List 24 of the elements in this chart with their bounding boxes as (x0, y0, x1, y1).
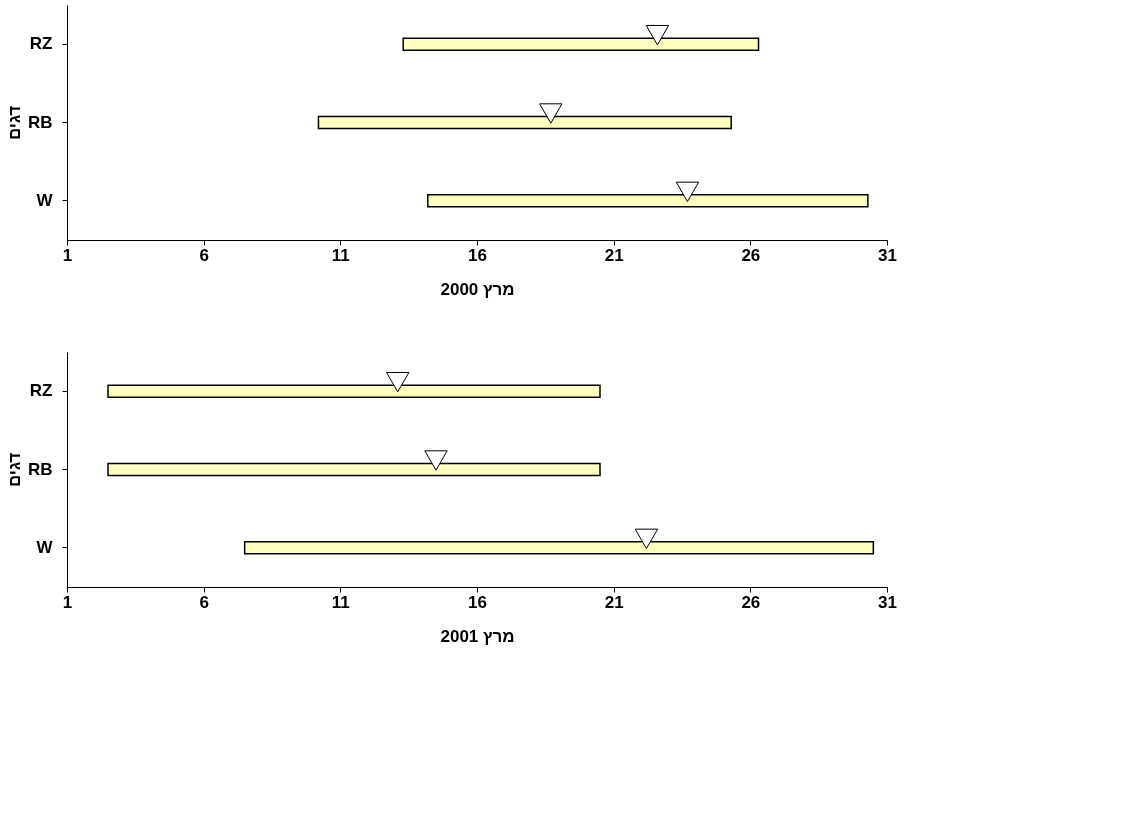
x-tick-label: 6 (199, 245, 209, 265)
y-tick-label: W (36, 190, 54, 210)
x-tick-label: 31 (878, 245, 897, 265)
x-tick-label: 11 (331, 245, 350, 265)
x-tick-label: 21 (604, 592, 624, 612)
x-tick-label: 6 (199, 592, 209, 612)
y-axis-title: דגים (4, 452, 24, 488)
x-tick-label: 21 (604, 245, 624, 265)
y-tick-label: RB (27, 112, 53, 132)
x-tick-label: 16 (468, 245, 487, 265)
x-tick-label: 11 (331, 592, 350, 612)
x-tick-label: 26 (741, 592, 761, 612)
x-axis-title: מרץ 2000 (440, 279, 515, 299)
y-tick-label: W (36, 537, 54, 557)
x-tick-label: 16 (468, 592, 487, 612)
x-axis-title: מרץ 2001 (440, 626, 515, 646)
x-tick-label: 26 (741, 245, 761, 265)
y-tick-label: RZ (29, 34, 53, 54)
y-axis-title: דגים (4, 105, 24, 141)
x-tick-label: 1 (62, 245, 73, 265)
x-tick-label: 31 (878, 592, 897, 612)
y-tick-label: RZ (29, 381, 53, 401)
x-tick-label: 1 (62, 592, 73, 612)
y-tick-label: RB (27, 459, 53, 479)
